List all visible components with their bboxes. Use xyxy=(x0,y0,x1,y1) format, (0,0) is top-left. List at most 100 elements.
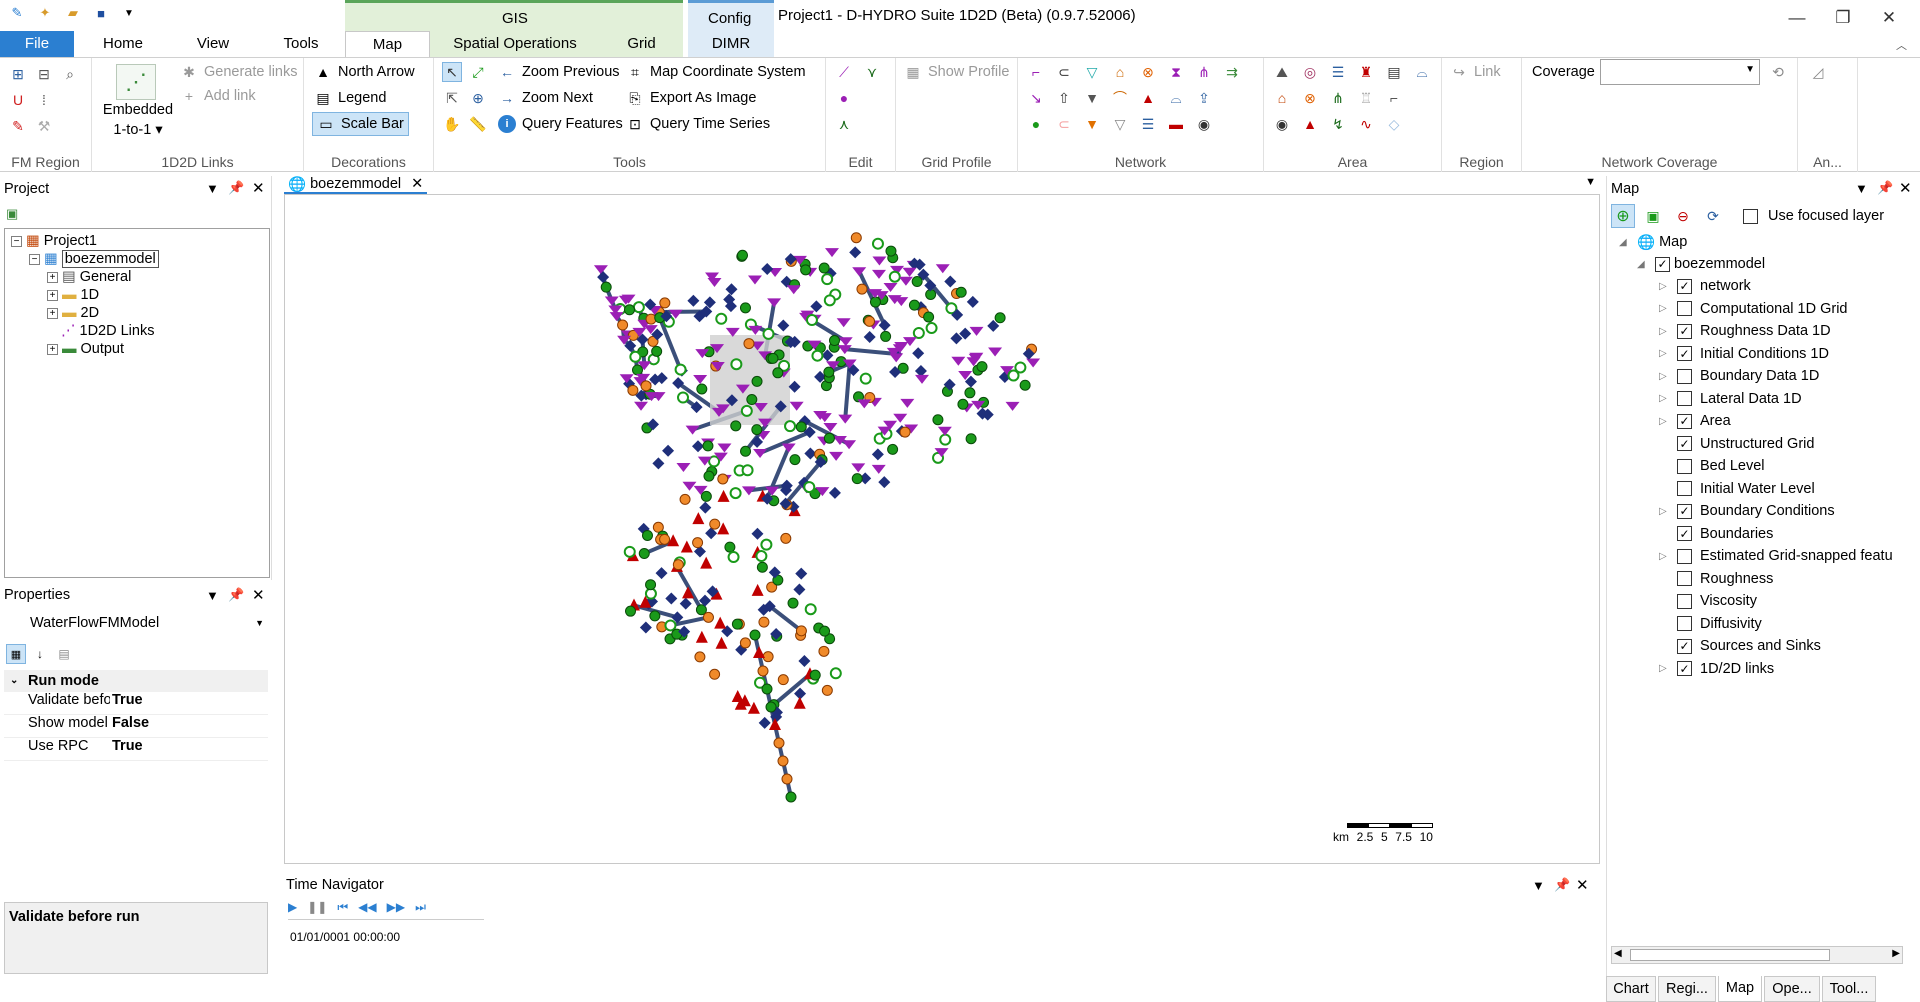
cross-section-marker[interactable] xyxy=(828,486,841,499)
structure-marker[interactable] xyxy=(676,462,691,472)
property-row[interactable]: Use RPC True xyxy=(4,738,268,761)
collapse-icon[interactable]: − xyxy=(29,253,40,265)
cross-section-marker[interactable] xyxy=(660,310,673,323)
structure-marker[interactable] xyxy=(886,347,901,357)
observation-marker[interactable] xyxy=(680,540,693,553)
panel-menu-icon[interactable]: ▼ xyxy=(206,588,219,603)
structure-marker[interactable] xyxy=(807,340,822,350)
area-pump-icon[interactable]: ⊗ xyxy=(1304,89,1316,106)
structure-marker[interactable] xyxy=(937,426,952,436)
cross-section-marker[interactable] xyxy=(705,527,718,540)
expand-arrow-icon[interactable]: ▷ xyxy=(1659,303,1667,314)
pump-marker[interactable] xyxy=(777,755,789,767)
legend-button[interactable]: ▤ Legend xyxy=(314,86,386,110)
cross-section-marker[interactable] xyxy=(662,444,675,457)
area-wave-icon[interactable]: ∿ xyxy=(1360,115,1372,132)
cross-section-marker[interactable] xyxy=(758,716,771,729)
layer-checkbox[interactable] xyxy=(1677,301,1692,316)
node-marker[interactable] xyxy=(888,270,901,283)
layer-checkbox[interactable]: ✓ xyxy=(1677,413,1692,429)
node-marker[interactable] xyxy=(760,538,773,551)
structure-marker[interactable] xyxy=(871,269,886,279)
node-marker[interactable] xyxy=(695,604,707,616)
cross-section-marker[interactable] xyxy=(784,336,797,349)
network-branch[interactable] xyxy=(844,347,897,356)
layer-checkbox[interactable] xyxy=(1677,548,1692,564)
tab-home[interactable]: Home xyxy=(102,35,143,52)
category-run-mode[interactable]: ⌄ Run mode xyxy=(4,670,268,692)
scroll-left-icon[interactable]: ◀ xyxy=(1614,948,1622,959)
minimize-button[interactable]: — xyxy=(1788,8,1806,27)
pause-icon[interactable]: ❚❚ xyxy=(307,900,328,914)
area-path-icon[interactable]: ↯ xyxy=(1332,115,1344,132)
categorized-icon[interactable]: ▦ xyxy=(6,644,26,664)
node-marker[interactable] xyxy=(818,262,830,274)
route-icon[interactable]: ↘ xyxy=(1030,89,1042,106)
node-marker[interactable] xyxy=(885,245,897,257)
pump-marker[interactable] xyxy=(672,559,684,571)
show-profile-button[interactable]: ▦ Show Profile xyxy=(904,60,1009,84)
layer-node-sources-and-sinks[interactable]: ✓ Sources and Sinks xyxy=(1659,636,1821,656)
observation-marker[interactable] xyxy=(700,556,713,569)
layer-node-roughness-data-1d[interactable]: ▷ ✓ Roughness Data 1D xyxy=(1659,321,1831,341)
layer-node-computational-1d-grid[interactable]: ▷ Computational 1D Grid xyxy=(1659,299,1848,319)
expand-arrow-icon[interactable]: ▷ xyxy=(1659,348,1667,359)
cross-section-marker[interactable] xyxy=(721,625,734,638)
layer-checkbox[interactable]: ✓ xyxy=(1677,323,1692,339)
pump-marker[interactable] xyxy=(743,338,755,350)
scale-bar-button[interactable]: ▭ Scale Bar xyxy=(312,112,409,136)
link-type-dropdown[interactable]: 1-to-1 ▾ xyxy=(113,122,163,138)
close-panel-icon[interactable]: ✕ xyxy=(252,180,265,197)
pan-icon[interactable]: ✋ xyxy=(443,115,461,132)
cross-section-marker[interactable] xyxy=(652,457,665,470)
node-marker[interactable] xyxy=(629,350,642,363)
expand-icon[interactable]: + xyxy=(47,307,58,319)
split-branch-icon[interactable]: ⋎ xyxy=(866,63,878,80)
collapse-icon[interactable]: − xyxy=(11,235,22,247)
structure-marker[interactable] xyxy=(753,449,768,459)
layer-checkbox[interactable]: ✓ xyxy=(1677,346,1692,361)
cross-section-marker[interactable] xyxy=(655,372,668,385)
structure-marker[interactable] xyxy=(604,296,619,306)
pump-marker[interactable] xyxy=(739,637,751,649)
structure-marker[interactable] xyxy=(644,392,659,402)
export-image-button[interactable]: ⎘ Export As Image xyxy=(626,86,756,110)
zoom-icon[interactable]: ⊕ xyxy=(472,89,484,106)
area-dam-icon[interactable]: ⌂ xyxy=(1277,90,1287,106)
upload-icon[interactable]: ⇪ xyxy=(1198,89,1210,106)
customize-qat-icon[interactable]: ▼ xyxy=(124,7,134,19)
select-pointer-icon[interactable]: ↖ xyxy=(442,62,462,82)
panel-menu-icon[interactable]: ▼ xyxy=(206,181,219,196)
remove-layer-icon[interactable]: ⊖ xyxy=(1677,207,1689,224)
pump-marker[interactable] xyxy=(640,380,652,392)
pump-marker[interactable] xyxy=(709,518,721,530)
observation-marker[interactable] xyxy=(715,636,728,649)
cross-section-marker[interactable] xyxy=(878,319,891,332)
node-marker[interactable] xyxy=(1007,369,1020,382)
structure-marker[interactable] xyxy=(883,420,898,430)
cross-section-marker[interactable] xyxy=(687,294,700,307)
node-marker[interactable] xyxy=(912,327,925,340)
node-marker[interactable] xyxy=(787,597,799,609)
cross-section-marker[interactable] xyxy=(699,594,712,607)
expand-arrow-icon[interactable]: ▷ xyxy=(1659,505,1667,517)
add-layer-icon[interactable]: ⊕ xyxy=(1611,204,1635,228)
node-marker[interactable] xyxy=(749,629,761,641)
cross-section-marker[interactable] xyxy=(976,407,989,420)
node-marker[interactable] xyxy=(923,311,935,323)
structure-marker[interactable] xyxy=(786,285,801,295)
structure-marker[interactable] xyxy=(609,312,624,322)
cross-section-marker[interactable] xyxy=(723,293,736,306)
node-marker[interactable] xyxy=(1019,379,1031,391)
pump-marker[interactable] xyxy=(659,533,671,545)
cross-section-marker[interactable] xyxy=(944,275,957,288)
cross-section-marker[interactable] xyxy=(644,298,657,311)
node-marker[interactable] xyxy=(853,391,865,403)
node-marker[interactable] xyxy=(789,454,801,466)
structure-marker[interactable] xyxy=(710,344,725,354)
node-marker[interactable] xyxy=(703,470,715,482)
node-marker[interactable] xyxy=(625,605,637,617)
structure-marker[interactable] xyxy=(593,265,608,275)
node-marker[interactable] xyxy=(638,548,650,560)
cross-section-marker[interactable] xyxy=(725,283,738,296)
